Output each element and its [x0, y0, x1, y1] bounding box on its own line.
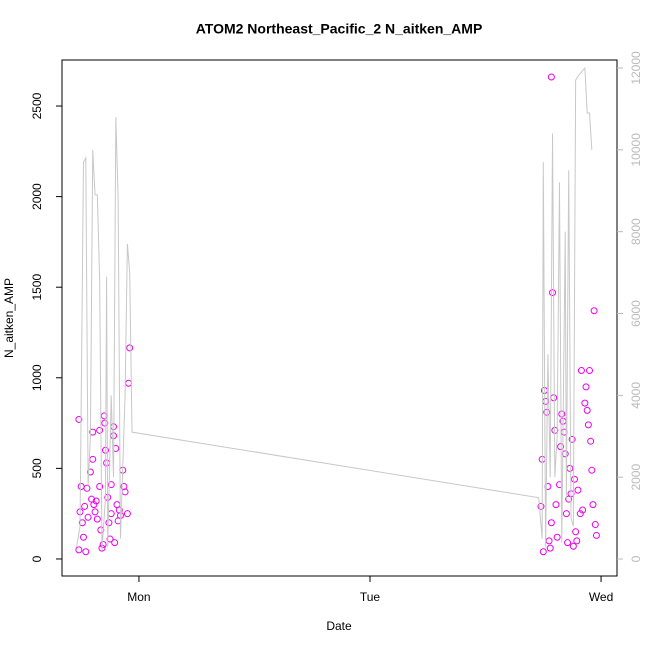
y2-tick-label: 0: [629, 555, 643, 562]
point: [588, 466, 596, 474]
point: [547, 519, 555, 527]
point: [573, 537, 581, 545]
y-axis-label: N_aitken_AMP: [2, 278, 16, 358]
y-tick-label: 500: [30, 458, 44, 478]
point: [86, 468, 94, 476]
y-tick-label: 0: [30, 555, 44, 562]
point: [90, 501, 98, 509]
point: [75, 546, 83, 554]
point: [547, 73, 555, 81]
point: [549, 289, 557, 297]
y2-tick-label: 4000: [629, 382, 643, 409]
point: [96, 426, 104, 434]
point: [546, 544, 554, 552]
point: [105, 519, 113, 527]
point: [569, 542, 577, 550]
x-tick-label: Mon: [127, 590, 150, 604]
y-tick-label: 1000: [30, 364, 44, 391]
point: [574, 486, 582, 494]
point: [586, 367, 594, 375]
point: [572, 528, 580, 536]
point: [79, 533, 87, 541]
y-tick-label: 2000: [30, 183, 44, 210]
point: [587, 437, 595, 445]
point: [564, 539, 572, 547]
y-tick-label: 1500: [30, 274, 44, 301]
point: [577, 367, 585, 375]
point: [75, 415, 83, 423]
point: [568, 435, 576, 443]
point: [126, 344, 134, 352]
point: [93, 515, 101, 523]
point: [106, 535, 114, 543]
point: [553, 533, 561, 541]
point: [576, 510, 584, 518]
point: [581, 399, 589, 407]
point: [570, 475, 578, 483]
point: [589, 501, 597, 509]
y2-tick-label: 8000: [629, 218, 643, 245]
point: [78, 519, 86, 527]
line-series: [76, 66, 593, 551]
x-tick-label: Tue: [360, 590, 381, 604]
y-tick-label: 2500: [30, 92, 44, 119]
point: [539, 548, 547, 556]
y2-tick-label: 12000: [629, 51, 643, 85]
plot-frame: [61, 59, 618, 577]
point: [590, 307, 598, 315]
point: [562, 510, 570, 518]
point: [579, 506, 587, 514]
point: [592, 531, 600, 539]
x-tick-label: Wed: [589, 590, 613, 604]
point: [101, 419, 109, 427]
point: [83, 484, 91, 492]
y2-tick-label: 10000: [629, 133, 643, 167]
point: [96, 482, 104, 490]
point: [81, 502, 89, 510]
x-axis-label: Date: [326, 619, 352, 633]
point: [89, 428, 97, 436]
point: [584, 421, 592, 429]
point: [111, 539, 119, 547]
y2-tick-label: 2000: [629, 464, 643, 491]
point: [91, 508, 99, 516]
point: [92, 497, 100, 505]
point: [123, 510, 131, 518]
point: [583, 406, 591, 414]
point: [552, 501, 560, 509]
y2-tick-label: 6000: [629, 300, 643, 327]
point: [84, 513, 92, 521]
point: [557, 443, 565, 451]
point: [591, 521, 599, 529]
point: [561, 450, 569, 458]
chart-title: ATOM2 Northeast_Pacific_2 N_aitken_AMP: [196, 21, 483, 37]
point: [82, 548, 90, 556]
point: [537, 502, 545, 510]
point: [582, 383, 590, 391]
point: [99, 540, 107, 548]
point: [107, 481, 115, 489]
point: [558, 410, 566, 418]
